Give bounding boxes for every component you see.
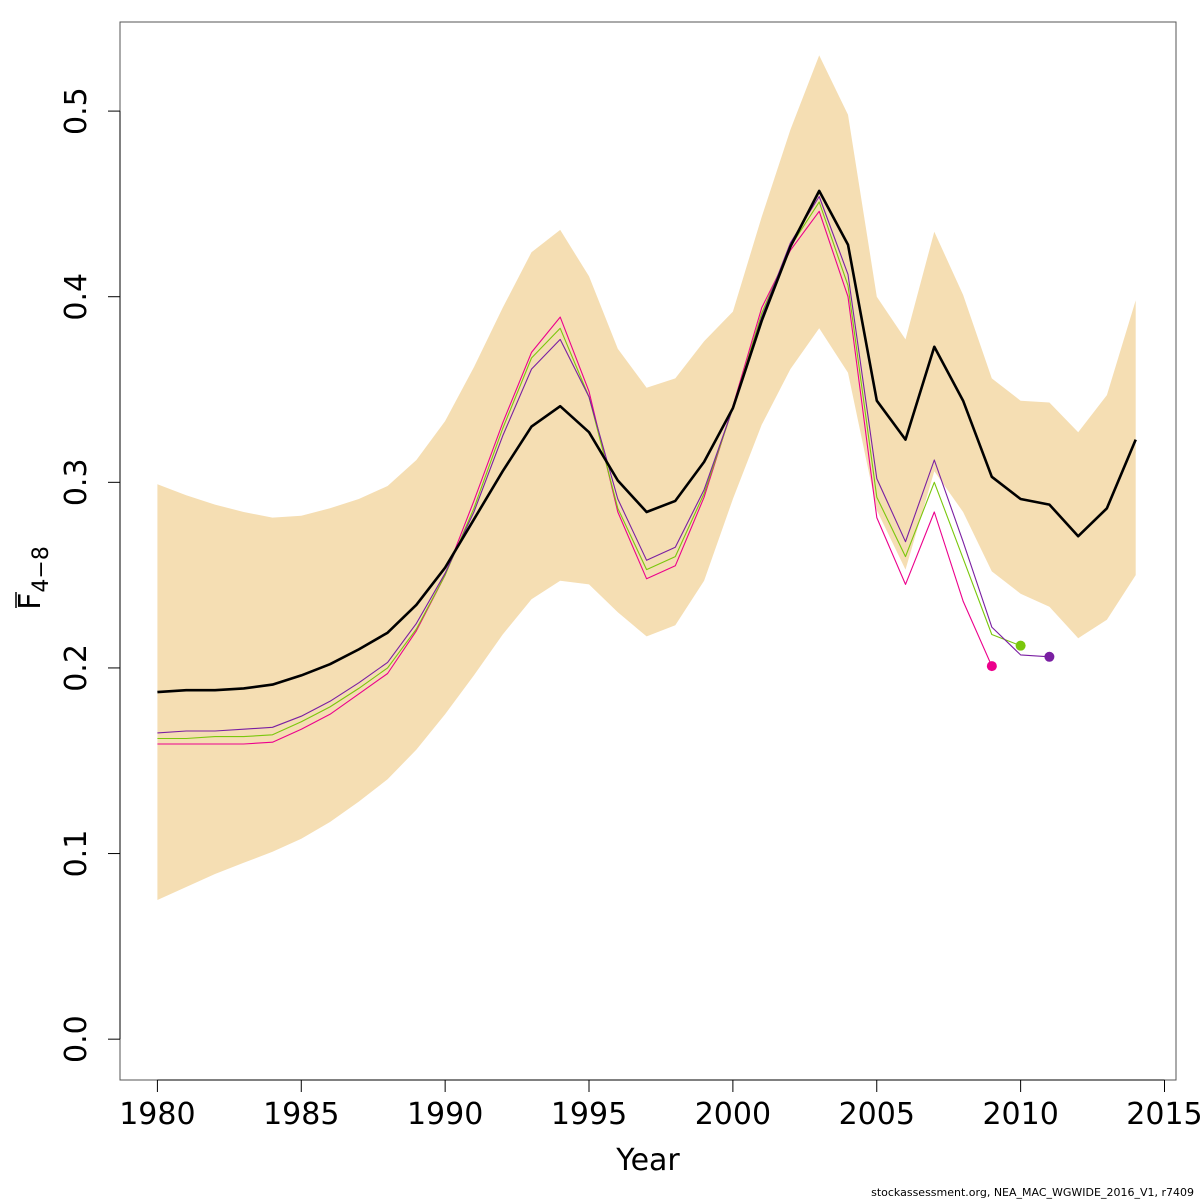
x-tick-label: 1980 xyxy=(119,1097,195,1132)
x-axis: 1980 1985 1990 1995 2000 2005 2010 2015 xyxy=(119,1079,1200,1132)
y-axis-title-sub: 4−8 xyxy=(29,546,54,592)
y-axis-title-main: F xyxy=(13,593,48,610)
y-axis-title: F4−8 xyxy=(13,546,54,610)
confidence-band-area xyxy=(157,55,1136,900)
series-lines xyxy=(157,189,1137,745)
y-tick-label: 0.5 xyxy=(59,87,94,135)
x-tick-label: 2005 xyxy=(839,1097,915,1132)
credit-text: stockassessment.org, NEA_MAC_WGWIDE_2016… xyxy=(871,1186,1194,1199)
series-endpoint-1 xyxy=(1044,651,1055,662)
y-tick-label: 0.0 xyxy=(59,1015,94,1063)
x-tick-label: 2015 xyxy=(1126,1097,1200,1132)
series-line-1 xyxy=(157,195,1050,734)
x-axis-title: Year xyxy=(615,1143,680,1178)
x-tick-label: 1990 xyxy=(407,1097,483,1132)
x-tick-label: 2000 xyxy=(695,1097,771,1132)
svg-text:F4−8: F4−8 xyxy=(13,546,54,610)
x-tick-label: 2010 xyxy=(982,1097,1058,1132)
x-tick-label: 1995 xyxy=(551,1097,627,1132)
confidence-band xyxy=(157,55,1136,900)
y-tick-label: 0.3 xyxy=(59,458,94,506)
series-line-3 xyxy=(157,210,993,745)
series-line-0 xyxy=(157,189,1137,694)
series-endpoint-3 xyxy=(986,661,997,672)
series-endpoint-2 xyxy=(1015,640,1026,651)
series-endpoints xyxy=(986,640,1055,672)
y-tick-label: 0.2 xyxy=(59,644,94,692)
y-tick-label: 0.4 xyxy=(59,273,94,321)
y-axis: 0.0 0.1 0.2 0.3 0.4 0.5 xyxy=(59,87,121,1063)
y-tick-label: 0.1 xyxy=(59,830,94,878)
x-tick-label: 1985 xyxy=(263,1097,339,1132)
